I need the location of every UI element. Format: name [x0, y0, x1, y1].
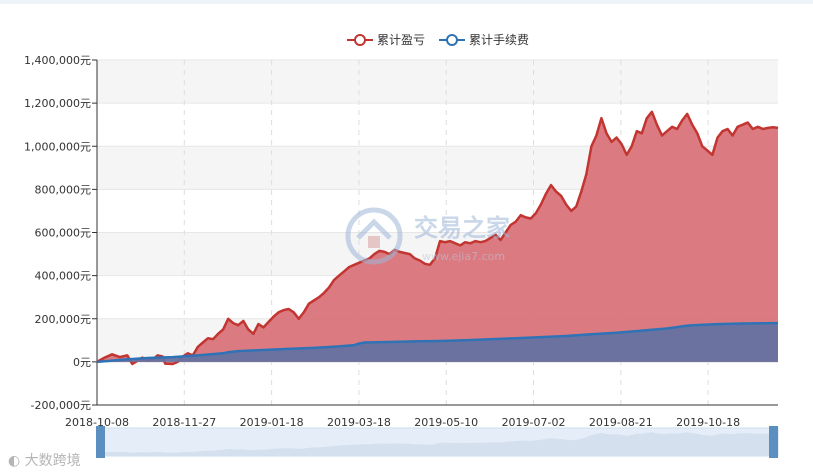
legend-item-fee[interactable]: 累计手续费 — [439, 31, 529, 48]
legend-item-profit[interactable]: 累计盈亏 — [347, 31, 425, 48]
y-tick-label: 600,000元 — [35, 227, 92, 240]
x-tick-label: 2019-08-21 — [589, 416, 653, 429]
series-fee-line — [96, 321, 779, 364]
x-tick-label: 2018-10-08 — [65, 416, 129, 429]
brand-text: 大数跨境 — [24, 453, 81, 469]
brand-mark: ◐ 大数跨境 — [8, 450, 81, 470]
y-tick-label: 1,400,000元 — [24, 54, 91, 67]
y-tick-label: 800,000元 — [35, 183, 92, 196]
x-tick-label: 2019-01-18 — [240, 416, 304, 429]
y-tick-label: -200,000元 — [31, 399, 91, 412]
x-tick-label: 2019-10-18 — [676, 416, 740, 429]
series-profit-area — [97, 111, 778, 364]
grid-band — [97, 361, 778, 405]
legend-label-profit: 累计盈亏 — [377, 33, 426, 47]
grid-band — [97, 60, 778, 104]
x-tick-label: 2019-05-10 — [414, 416, 478, 429]
y-tick-label: 1,200,000元 — [24, 97, 91, 110]
y-tick-label: 400,000元 — [35, 270, 92, 283]
watermark-title: 交易之家 — [414, 214, 510, 242]
zoom-slider-preview — [97, 432, 778, 456]
zoom-handle-left[interactable] — [96, 426, 105, 458]
x-tick-label: 2019-03-18 — [327, 416, 391, 429]
y-tick-label: 1,000,000元 — [24, 140, 91, 153]
x-tick-label: 2018-11-27 — [152, 416, 216, 429]
brand-logo-icon: ◐ — [8, 453, 21, 469]
series-profit-line — [96, 110, 779, 366]
legend: 累计盈亏 累计手续费 — [347, 31, 529, 48]
top-strip — [0, 0, 813, 4]
series-fee-area — [97, 323, 778, 362]
x-tick-label: 2019-07-02 — [502, 416, 566, 429]
legend-label-fee: 累计手续费 — [469, 33, 530, 47]
zoom-handle-right[interactable] — [769, 426, 778, 458]
watermark-logo-icon — [345, 207, 403, 265]
legend-marker-profit — [347, 33, 373, 46]
watermark: 交易之家 www.ejia7.com — [344, 206, 534, 268]
watermark-sub: www.ejia7.com — [422, 250, 505, 263]
y-tick-label: 200,000元 — [35, 313, 92, 326]
y-tick-label: 0元 — [73, 356, 91, 369]
legend-marker-fee — [439, 33, 466, 46]
